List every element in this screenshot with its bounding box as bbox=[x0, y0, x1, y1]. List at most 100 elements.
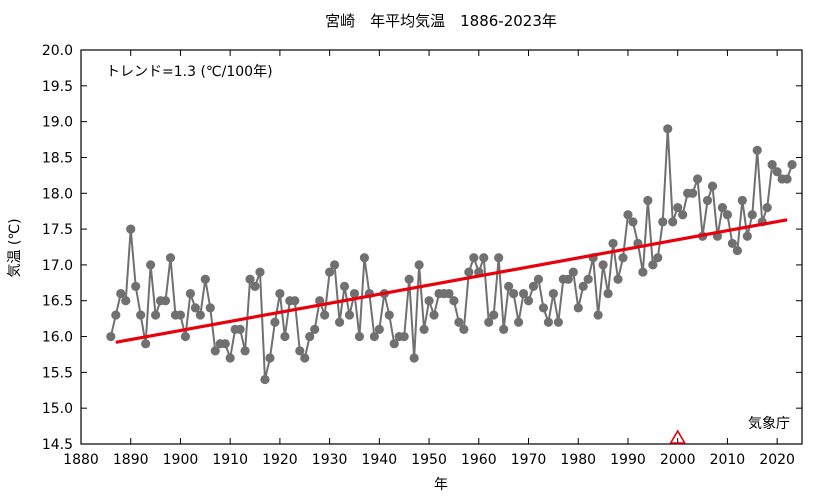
data-point bbox=[220, 339, 230, 349]
data-point bbox=[290, 296, 300, 306]
data-point bbox=[688, 188, 698, 198]
data-point bbox=[131, 281, 141, 291]
y-tick-label: 18.0 bbox=[42, 186, 73, 202]
data-point bbox=[782, 174, 792, 184]
data-point bbox=[668, 217, 678, 227]
data-point bbox=[235, 324, 245, 334]
data-point bbox=[449, 296, 459, 306]
data-point bbox=[658, 217, 668, 227]
data-point bbox=[245, 274, 255, 284]
data-point bbox=[772, 167, 782, 177]
data-point bbox=[320, 310, 330, 320]
x-tick-label: 1990 bbox=[610, 452, 646, 468]
data-point bbox=[608, 238, 618, 249]
data-point bbox=[504, 281, 514, 291]
data-point bbox=[369, 331, 379, 342]
data-point bbox=[225, 353, 235, 363]
data-point bbox=[727, 238, 737, 249]
data-point bbox=[359, 253, 370, 263]
data-point bbox=[653, 253, 663, 263]
data-point bbox=[255, 267, 265, 277]
data-point bbox=[136, 310, 146, 320]
data-point bbox=[334, 317, 345, 327]
data-point bbox=[339, 281, 350, 291]
data-point bbox=[146, 260, 156, 270]
data-point bbox=[663, 124, 673, 134]
data-point bbox=[523, 296, 534, 306]
data-point bbox=[603, 288, 613, 299]
data-point bbox=[270, 317, 280, 327]
data-point bbox=[141, 339, 151, 349]
x-tick-label: 2020 bbox=[759, 452, 795, 468]
y-axis-title: 気温 (℃) bbox=[7, 218, 23, 277]
x-tick-label: 1890 bbox=[113, 452, 149, 468]
x-axis-title: 年 bbox=[434, 477, 448, 493]
data-point bbox=[578, 281, 588, 291]
data-point bbox=[533, 274, 544, 284]
data-point bbox=[300, 353, 310, 363]
marker-triangle bbox=[669, 429, 687, 444]
data-point bbox=[424, 296, 434, 306]
data-point bbox=[106, 331, 116, 342]
x-tick-label: 1920 bbox=[262, 452, 298, 468]
data-point bbox=[295, 346, 305, 356]
data-point bbox=[717, 203, 728, 213]
data-point bbox=[742, 231, 752, 241]
data-point bbox=[310, 324, 320, 334]
data-point bbox=[195, 310, 205, 320]
data-point bbox=[454, 317, 464, 327]
x-tick-labels: 1880 1890 1900 1910 1920 1930 1940 1950 1960 1970… bbox=[63, 452, 795, 468]
data-point bbox=[260, 374, 270, 385]
data-point bbox=[329, 260, 340, 270]
data-point bbox=[702, 195, 713, 206]
data-point bbox=[499, 324, 509, 334]
trend-line bbox=[115, 218, 788, 344]
data-point bbox=[508, 288, 519, 299]
y-tick-label: 16.5 bbox=[42, 294, 73, 310]
data-point bbox=[111, 310, 121, 320]
x-tick-label: 2000 bbox=[660, 452, 696, 468]
x-tick-label: 1900 bbox=[163, 452, 199, 468]
y-tick-label: 16.0 bbox=[42, 330, 73, 346]
data-point bbox=[643, 195, 653, 206]
x-tick-label: 1980 bbox=[560, 452, 596, 468]
data-point bbox=[563, 274, 573, 284]
data-point bbox=[160, 296, 171, 306]
data-point bbox=[190, 303, 200, 313]
data-point bbox=[150, 310, 161, 320]
data-point bbox=[180, 331, 191, 342]
x-tick-label: 1940 bbox=[362, 452, 398, 468]
data-point bbox=[568, 267, 578, 277]
y-tick-label: 18.5 bbox=[42, 150, 73, 166]
x-tick-label: 2010 bbox=[710, 452, 746, 468]
x-tick-label: 1880 bbox=[63, 452, 99, 468]
data-point bbox=[200, 274, 210, 284]
data-point bbox=[548, 288, 558, 299]
data-point bbox=[618, 253, 628, 263]
data-point bbox=[623, 210, 633, 220]
source-annotation: 気象庁 bbox=[748, 416, 790, 432]
y-tick-label: 15.5 bbox=[42, 365, 73, 381]
y-tick-label: 19.5 bbox=[42, 79, 73, 95]
data-point bbox=[325, 267, 335, 277]
y-tick-label: 14.5 bbox=[42, 437, 73, 453]
data-point bbox=[121, 296, 131, 306]
data-point bbox=[479, 253, 489, 263]
x-tick-label: 1970 bbox=[511, 452, 547, 468]
data-point bbox=[787, 160, 797, 170]
data-point bbox=[538, 303, 549, 313]
data-point bbox=[494, 253, 504, 263]
data-point bbox=[638, 267, 648, 277]
data-point bbox=[673, 203, 683, 213]
data-point bbox=[464, 267, 474, 277]
data-point bbox=[175, 310, 186, 320]
data-point bbox=[737, 195, 747, 206]
y-tick-label: 20.0 bbox=[42, 43, 73, 59]
data-point bbox=[678, 210, 688, 220]
chart-title: 宮崎 年平均気温 1886-2023年 bbox=[325, 12, 557, 30]
y-tick-label: 17.0 bbox=[42, 258, 73, 274]
data-point bbox=[354, 331, 365, 342]
data-point bbox=[747, 210, 757, 220]
data-point bbox=[210, 346, 220, 356]
